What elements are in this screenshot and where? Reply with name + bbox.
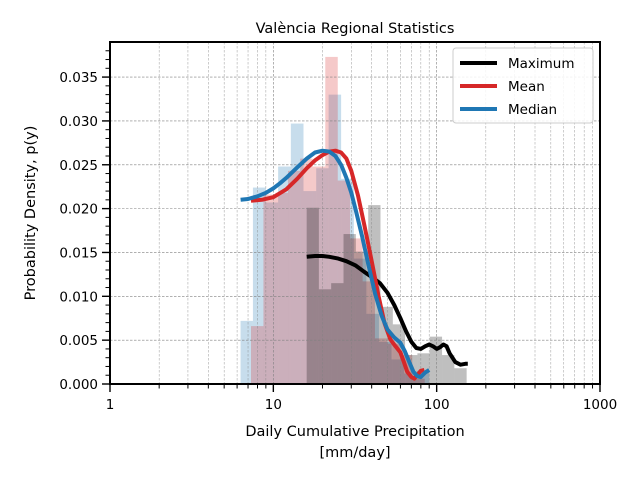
chart-title: València Regional Statistics <box>256 21 455 37</box>
histogram-bar-mean <box>337 180 351 384</box>
histogram-bar-mean <box>288 170 301 384</box>
histogram-bar-median <box>278 166 291 384</box>
histogram-bar-median <box>265 202 279 384</box>
axes-layer: 1 10 100 1000 0.000 0.005 0.010 0.015 0.020 0.025… <box>59 41 617 413</box>
y-tick-label: 0.005 <box>59 333 98 349</box>
legend-label-median: Median <box>508 102 557 118</box>
x-axis-label-line1: Daily Cumulative Precipitation <box>245 424 464 440</box>
kde-layer <box>240 148 468 381</box>
histogram-bar-median <box>240 320 253 384</box>
histogram-layer <box>240 56 467 385</box>
kde-line-maximum <box>306 254 468 367</box>
histogram-bar-mean <box>374 338 388 384</box>
y-tick-label: 0.010 <box>59 289 98 305</box>
histogram-bar-mean <box>263 194 276 384</box>
legend: Maximum Mean Median <box>452 47 594 124</box>
kde-line-median <box>240 148 431 379</box>
histogram-bar-maximum <box>442 355 455 384</box>
histogram-bar-mean <box>350 238 363 384</box>
histogram-bar-maximum <box>306 207 319 384</box>
x-tick-label: 10 <box>265 397 282 413</box>
histogram-bar-mean <box>275 192 289 384</box>
histogram-bar-maximum <box>355 251 369 384</box>
histogram-bar-median <box>252 187 266 384</box>
histogram-bar-median <box>328 94 342 384</box>
histogram-bar-mean <box>387 343 400 384</box>
histogram-bar-median <box>366 313 379 384</box>
x-tick-label: 1000 <box>583 397 617 413</box>
kde-line-mean <box>250 148 425 381</box>
histogram-bar-maximum <box>318 289 332 384</box>
histogram-bar-median <box>404 373 417 384</box>
histogram-bar-mean <box>412 378 425 384</box>
histogram-bar-mean <box>300 158 313 384</box>
histogram-bar-maximum <box>331 283 344 384</box>
x-tick-label: 1 <box>106 397 115 413</box>
histogram-bar-median <box>391 359 405 384</box>
y-tick-label: 0.025 <box>59 158 98 174</box>
x-axis-label-line2: [mm/day] <box>319 445 390 461</box>
axes-frame <box>109 41 601 385</box>
histogram-bar-maximum <box>343 234 356 384</box>
legend-box <box>452 47 594 124</box>
y-tick-label: 0.015 <box>59 245 98 261</box>
x-tick-label: 100 <box>424 397 450 413</box>
histogram-bar-median <box>303 191 317 384</box>
y-tick-label: 0.020 <box>59 202 98 218</box>
y-tick-label: 0.000 <box>59 377 98 393</box>
histogram-bar-maximum <box>454 368 467 384</box>
y-tick-label: 0.035 <box>59 70 98 86</box>
histogram-bar-mean <box>325 56 338 385</box>
y-axis-label: Probability Density, p(y) <box>23 126 39 301</box>
histogram-bar-mean <box>251 326 264 384</box>
legend-label-maximum: Maximum <box>508 56 575 72</box>
histogram-bar-median <box>341 178 354 384</box>
histogram-bar-mean <box>312 166 326 384</box>
histogram-bar-median <box>378 341 392 384</box>
y-tick-label: 0.030 <box>59 114 98 130</box>
histogram-bar-median <box>290 123 304 385</box>
legend-label-mean: Mean <box>508 79 545 95</box>
histogram-bar-median <box>353 258 367 384</box>
histogram-bar-mean <box>362 281 375 384</box>
